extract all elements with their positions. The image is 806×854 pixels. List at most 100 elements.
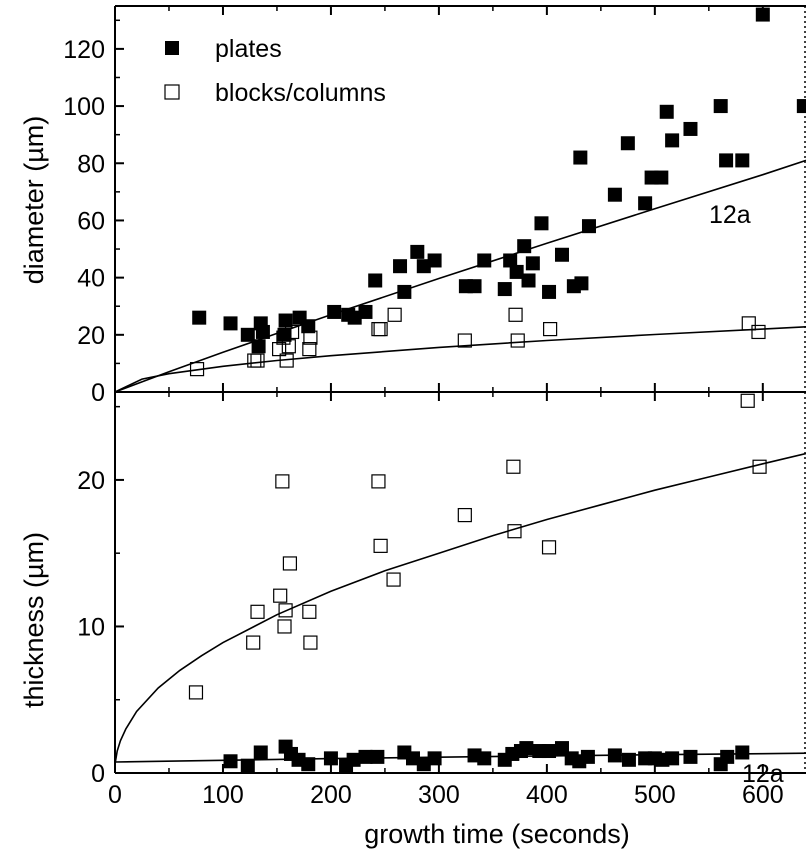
diameter-blocks-point <box>303 330 318 345</box>
thickness-plates-point <box>621 752 636 767</box>
thickness-plates-point <box>519 741 534 756</box>
diameter-plates-point <box>477 253 492 268</box>
diameter-blocks-point <box>276 330 291 345</box>
thickness-blocks-point <box>273 588 288 603</box>
thickness-blocks-point <box>457 507 472 523</box>
diameter-blocks-point <box>272 342 287 357</box>
diameter-blocks-point <box>247 353 262 368</box>
diameter-plates-point <box>755 7 770 22</box>
thickness-plates-point <box>416 757 431 772</box>
thickness-blocks-point <box>740 393 755 408</box>
diameter-plates-point <box>607 187 622 202</box>
diameter-plates-point <box>525 256 540 271</box>
diameter-blocks-point <box>387 307 402 322</box>
diameter-y-tick-label: 100 <box>63 93 105 121</box>
legend-marker-blocks <box>164 84 180 100</box>
diameter-blocks-point <box>543 321 558 337</box>
diameter-blocks-point <box>279 353 294 368</box>
thickness-fit-curve <box>114 452 806 765</box>
thickness-y-tick-label: 20 <box>77 467 105 495</box>
thickness-plates-point <box>358 749 373 764</box>
diameter-blocks-point <box>751 324 766 340</box>
thickness-blocks-point <box>541 540 557 555</box>
y-axis-label-diameter: diameter (µm) <box>19 116 49 285</box>
diameter-plates-point <box>659 104 674 119</box>
diameter-y-tick-label: 80 <box>77 150 105 178</box>
diameter-plates-point <box>719 153 734 168</box>
diameter-plates-point <box>497 282 512 297</box>
thickness-plates-point <box>405 751 420 766</box>
thickness-x-tick-label: 200 <box>310 781 352 809</box>
thickness-x-tick-label: 600 <box>742 781 784 809</box>
diameter-plates-point <box>665 133 680 148</box>
diameter-blocks-point <box>302 342 317 357</box>
thickness-plates-point <box>580 749 595 764</box>
thickness-plates-point <box>253 745 268 760</box>
diameter-blocks-point <box>510 333 525 348</box>
diameter-plates-point <box>638 196 653 211</box>
diameter-plates-point <box>410 244 425 259</box>
diameter-plates-point <box>278 313 293 328</box>
diameter-plates-point <box>683 121 698 136</box>
thickness-plates-point <box>735 745 750 760</box>
thickness-plates-point <box>720 749 735 764</box>
thickness-plates-point <box>223 754 238 769</box>
diameter-fit-curve <box>114 326 806 393</box>
thickness-y-tick-label: 0 <box>91 760 105 788</box>
legend-marker-plates <box>165 41 179 55</box>
diameter-plates-point <box>534 216 549 231</box>
thickness-plates-point <box>665 751 680 766</box>
diameter-plates-point <box>509 264 524 279</box>
thickness-plates-point <box>346 752 361 767</box>
diameter-blocks-point <box>457 333 472 348</box>
diameter-blocks-point <box>741 316 756 331</box>
diameter-plates-point <box>368 273 383 288</box>
thickness-blocks-point <box>303 635 318 650</box>
diameter-blocks-point <box>508 307 523 322</box>
thickness-blocks-point <box>250 604 265 619</box>
diameter-plates-point <box>327 304 342 319</box>
thickness-blocks-point <box>188 685 204 700</box>
thickness-plates-point <box>542 744 557 759</box>
legend: plates blocks/columns <box>164 35 386 107</box>
thickness-blocks-point <box>507 524 522 539</box>
diameter-plates-point <box>503 253 518 268</box>
diameter-plates-point <box>796 99 806 114</box>
diameter-plates-point <box>240 327 255 342</box>
thickness-plates-point <box>301 757 316 772</box>
thickness-plates-point <box>370 749 385 764</box>
diameter-y-tick-label: 20 <box>77 322 105 350</box>
thickness-x-tick-label: 0 <box>108 781 122 809</box>
thickness-x-tick-label: 100 <box>202 781 244 809</box>
thickness-blocks-point <box>386 572 401 587</box>
annotation-12a-bottom: 12a <box>742 760 784 788</box>
diameter-blocks-point <box>281 339 296 354</box>
thickness-blocks-point <box>752 459 767 474</box>
thickness-plates-point <box>323 751 338 766</box>
diameter-plates-point <box>397 284 412 299</box>
thickness-blocks-point <box>282 556 298 571</box>
diameter-plates-point <box>654 170 669 185</box>
diameter-plates-point <box>713 99 728 114</box>
diameter-plates-point <box>574 276 589 291</box>
diameter-y-tick-label: 40 <box>77 265 105 293</box>
diameter-plates-point <box>467 279 482 294</box>
thickness-plates-point <box>607 748 622 763</box>
thickness-blocks-point <box>371 474 386 489</box>
diameter-plates-point <box>223 316 238 331</box>
thickness-blocks-point <box>277 619 292 634</box>
diameter-plates-point <box>347 310 362 325</box>
thickness-blocks-point <box>246 635 261 650</box>
diameter-plates-point <box>554 247 569 262</box>
diameter-blocks-point <box>284 324 300 340</box>
diameter-y-tick-label: 0 <box>91 379 105 407</box>
x-axis-label: growth time (seconds) <box>364 819 630 849</box>
thickness-x-tick-label: 500 <box>634 781 676 809</box>
diameter-plates-point <box>301 319 316 334</box>
y-axis-label-thickness: thickness (µm) <box>19 532 49 708</box>
thickness-plates-point <box>427 751 442 766</box>
diameter-plates-point <box>393 259 408 274</box>
diameter-plates-point <box>517 239 532 254</box>
diameter-plates-point <box>427 253 442 268</box>
